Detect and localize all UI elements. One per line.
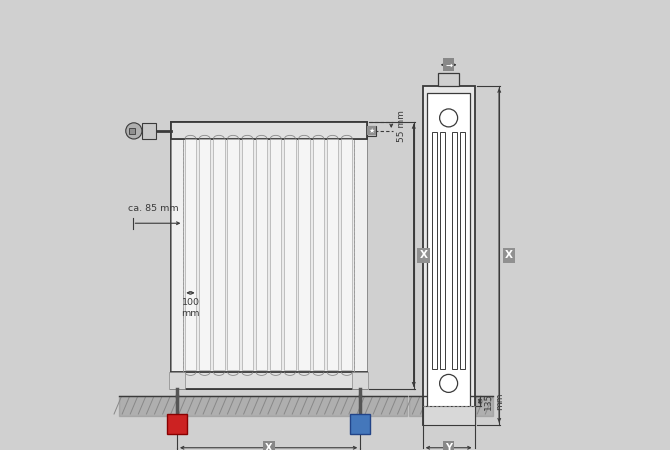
Bar	[423, 406, 474, 425]
Bar	[167, 414, 187, 434]
Text: ★: ★	[369, 128, 375, 134]
Text: X: X	[265, 443, 273, 450]
Bar	[141, 123, 156, 139]
Bar	[199, 139, 210, 370]
Text: ca. 85 mm: ca. 85 mm	[128, 204, 179, 213]
Bar	[354, 139, 366, 372]
Bar	[298, 139, 310, 370]
Bar	[440, 132, 445, 369]
Bar	[427, 93, 470, 408]
Text: Y: Y	[445, 443, 452, 450]
Text: →: →	[445, 60, 452, 69]
Bar	[270, 139, 281, 370]
Bar	[185, 139, 196, 370]
Bar	[366, 126, 377, 136]
Bar	[256, 139, 267, 370]
Circle shape	[126, 123, 142, 139]
Text: 135
mm: 135 mm	[484, 392, 504, 410]
Bar	[423, 86, 474, 425]
Bar	[171, 122, 366, 389]
Bar	[438, 73, 460, 86]
Bar	[169, 372, 185, 389]
Bar	[171, 372, 366, 389]
Bar	[227, 139, 239, 370]
Bar	[350, 414, 370, 434]
Circle shape	[440, 109, 458, 127]
Circle shape	[440, 374, 458, 392]
Bar	[129, 128, 135, 134]
Text: X: X	[505, 250, 513, 261]
Bar	[313, 139, 324, 370]
Bar	[171, 122, 366, 139]
Text: X: X	[419, 250, 427, 261]
Bar	[432, 132, 438, 369]
Bar	[352, 372, 368, 389]
Bar	[284, 139, 295, 370]
Bar	[242, 139, 253, 370]
Bar	[341, 139, 352, 370]
Bar	[327, 139, 338, 370]
Text: 100
mm: 100 mm	[181, 298, 200, 318]
Bar	[452, 132, 457, 369]
Bar	[171, 139, 184, 372]
Text: 55 mm: 55 mm	[397, 110, 405, 142]
Bar	[213, 139, 224, 370]
Bar	[460, 132, 465, 369]
